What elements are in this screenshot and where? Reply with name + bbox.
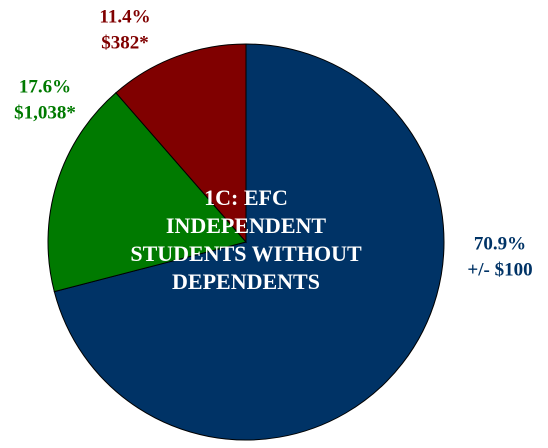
slice-amount: +/- $100 [467,259,532,280]
pie-slice [115,43,247,244]
chart-title: 1C: EFC [204,185,288,210]
chart-title: INDEPENDENT [166,213,326,238]
slice-amount: $382* [101,32,149,53]
slice-percent: 70.9% [474,233,526,254]
slice-amount: $1,038* [14,102,76,123]
pie-slice [47,92,247,293]
slice-percent: 11.4% [99,6,150,27]
slice-percent: 17.6% [19,76,71,97]
chart-title: STUDENTS WITHOUT [130,241,362,266]
pie-slice [53,43,445,441]
chart-title: DEPENDENTS [172,269,320,294]
